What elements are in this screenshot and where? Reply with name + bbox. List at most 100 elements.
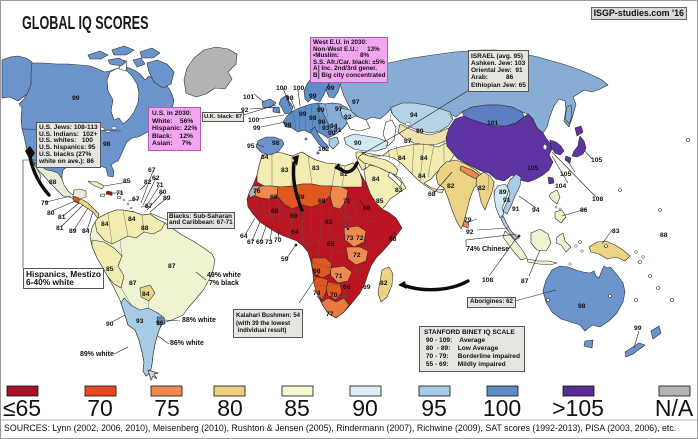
svg-text:84: 84: [261, 154, 269, 161]
svg-text:99: 99: [309, 93, 317, 100]
svg-text:84: 84: [372, 176, 380, 183]
svg-text:105: 105: [560, 171, 571, 178]
svg-text:80: 80: [217, 395, 243, 421]
svg-text:87: 87: [404, 138, 412, 145]
svg-text:98: 98: [309, 115, 317, 122]
svg-text:82: 82: [144, 179, 152, 186]
svg-text:83: 83: [281, 167, 289, 174]
svg-text:84: 84: [398, 155, 406, 162]
svg-text:84: 84: [101, 221, 109, 228]
svg-text:94: 94: [532, 207, 540, 214]
svg-text:67: 67: [148, 167, 156, 174]
svg-text:74: 74: [313, 290, 321, 297]
svg-text:83: 83: [395, 187, 403, 194]
svg-text:79: 79: [41, 200, 49, 207]
svg-text:88: 88: [660, 232, 668, 239]
svg-text:69: 69: [270, 194, 278, 201]
svg-text:87: 87: [521, 278, 529, 285]
svg-text:98: 98: [272, 140, 280, 147]
svg-text:100: 100: [483, 395, 521, 421]
svg-text:64: 64: [240, 233, 248, 240]
svg-text:95: 95: [247, 143, 255, 150]
svg-text:69: 69: [297, 194, 305, 201]
svg-text:68: 68: [318, 198, 326, 205]
svg-text:90: 90: [416, 128, 424, 135]
svg-text:79: 79: [464, 217, 472, 224]
svg-text:101: 101: [243, 94, 254, 101]
svg-text:69: 69: [290, 213, 298, 220]
svg-text:97: 97: [335, 106, 343, 113]
svg-text:71: 71: [156, 182, 164, 189]
svg-text:67: 67: [247, 239, 255, 246]
svg-text:81: 81: [56, 225, 64, 232]
svg-text:87: 87: [129, 280, 137, 287]
svg-text:99: 99: [72, 95, 80, 102]
svg-text:99: 99: [634, 325, 642, 332]
svg-text:77: 77: [326, 311, 334, 318]
svg-text:95: 95: [421, 395, 447, 421]
svg-text:82: 82: [380, 280, 388, 287]
svg-text:101: 101: [487, 120, 498, 127]
svg-text:108: 108: [482, 277, 493, 284]
svg-text:97: 97: [352, 99, 360, 106]
svg-text:102: 102: [318, 146, 329, 153]
svg-text:85: 85: [123, 178, 131, 185]
svg-text:76: 76: [253, 188, 261, 195]
svg-text:90: 90: [352, 395, 378, 421]
svg-text:98: 98: [284, 122, 292, 129]
svg-text:100: 100: [293, 85, 304, 92]
svg-text:73: 73: [265, 239, 273, 246]
svg-text:84: 84: [128, 216, 136, 223]
svg-text:69: 69: [256, 239, 264, 246]
svg-text:99: 99: [317, 107, 325, 114]
svg-text:72: 72: [353, 252, 361, 259]
svg-text:68: 68: [363, 205, 371, 212]
svg-text:98: 98: [286, 95, 294, 102]
svg-text:90: 90: [106, 321, 114, 328]
svg-text:89: 89: [163, 195, 171, 202]
svg-text:71: 71: [116, 190, 124, 197]
svg-text:68: 68: [428, 191, 436, 198]
svg-text:>105: >105: [552, 395, 604, 421]
svg-text:91: 91: [334, 127, 342, 134]
svg-text:98: 98: [103, 141, 111, 148]
svg-text:67: 67: [145, 203, 153, 210]
svg-text:96: 96: [318, 119, 326, 126]
svg-text:73: 73: [346, 235, 354, 242]
svg-text:≤65: ≤65: [3, 395, 41, 421]
svg-text:99: 99: [299, 111, 307, 118]
svg-text:104: 104: [555, 183, 566, 190]
svg-text:100: 100: [276, 85, 287, 92]
svg-text:80: 80: [47, 210, 55, 217]
svg-text:67: 67: [132, 196, 140, 203]
svg-text:90: 90: [354, 140, 362, 147]
svg-text:93: 93: [136, 318, 144, 325]
svg-text:96: 96: [156, 320, 164, 327]
svg-text:89: 89: [499, 189, 507, 196]
svg-text:83: 83: [612, 228, 620, 235]
svg-text:82: 82: [447, 183, 455, 190]
svg-text:81: 81: [340, 171, 348, 178]
svg-text:71: 71: [343, 198, 351, 205]
svg-text:84: 84: [418, 173, 426, 180]
svg-text:N/A: N/A: [655, 395, 694, 421]
svg-text:105: 105: [527, 165, 538, 172]
svg-text:82: 82: [478, 185, 486, 192]
svg-text:98: 98: [578, 303, 586, 310]
svg-text:87: 87: [168, 263, 176, 270]
svg-text:99: 99: [253, 125, 261, 132]
svg-text:86: 86: [580, 207, 588, 214]
svg-text:71: 71: [335, 273, 343, 280]
svg-text:70: 70: [274, 237, 282, 244]
svg-text:84: 84: [82, 228, 90, 235]
svg-text:64: 64: [291, 229, 299, 236]
svg-text:93: 93: [322, 125, 330, 132]
svg-text:85: 85: [106, 266, 114, 273]
svg-text:72: 72: [356, 235, 364, 242]
svg-text:105: 105: [591, 157, 602, 164]
svg-text:68: 68: [271, 208, 279, 215]
svg-text:68: 68: [389, 236, 397, 243]
svg-text:88: 88: [49, 179, 57, 186]
svg-text:80: 80: [159, 189, 167, 196]
svg-text:70: 70: [87, 395, 113, 421]
